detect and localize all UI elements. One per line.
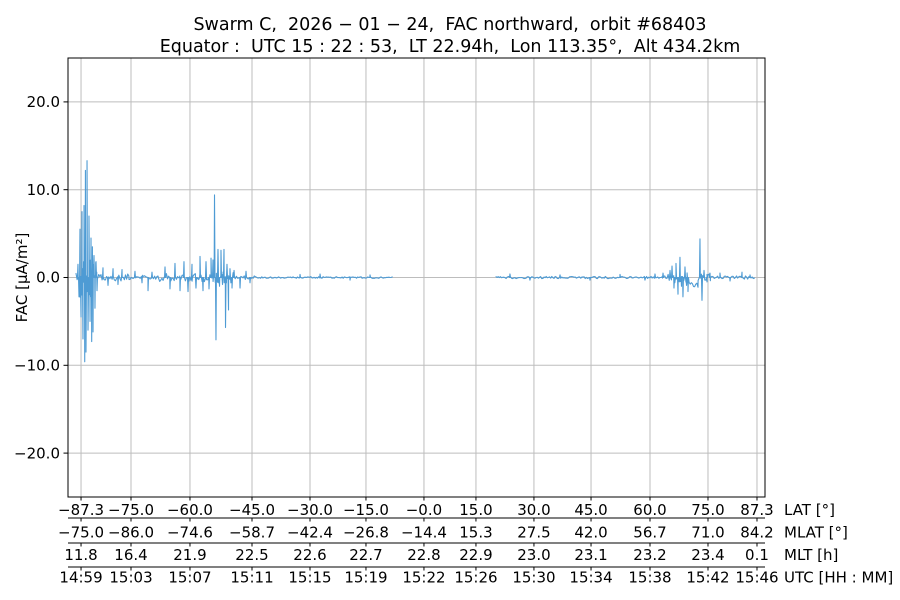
x-tick-label: 22.7: [349, 546, 382, 564]
x-row-label-lat: LAT [°]: [784, 501, 835, 519]
x-tick-label: 56.7: [633, 524, 666, 542]
x-tick-label: −42.4: [287, 524, 333, 542]
x-tick-label: 30.0: [517, 501, 550, 519]
axes-layer: 20.010.00.0−10.0−20.0−87.3 −75.0 −60.0 −45.…: [14, 57, 779, 587]
y-tick-label: −10.0: [14, 357, 60, 375]
x-tick-label: −26.8: [343, 524, 389, 542]
x-tick-label: 15:26: [454, 569, 497, 587]
x-row-label-mlat: MLAT [°]: [784, 524, 848, 542]
x-tick-label: 23.1: [574, 546, 607, 564]
x-tick-label: −15.0: [343, 501, 389, 519]
x-tick-label: 15.0: [459, 501, 492, 519]
x-tick-label: −0.0: [406, 501, 442, 519]
x-row-label-utc: UTC [HH : MM]: [784, 569, 893, 587]
x-tick-label: 15:11: [230, 569, 273, 587]
x-tick-label: −75.0: [108, 501, 154, 519]
x-tick-label: 23.0: [517, 546, 550, 564]
x-tick-label: 45.0: [574, 501, 607, 519]
x-tick-label: −14.4: [401, 524, 447, 542]
y-tick-label: 10.0: [27, 181, 60, 199]
x-tick-label: −74.6: [167, 524, 213, 542]
y-tick-label: −20.0: [14, 444, 60, 462]
x-tick-label: 22.8: [407, 546, 440, 564]
x-tick-label: 87.3: [740, 501, 773, 519]
x-tick-label: 22.6: [293, 546, 326, 564]
x-tick-label: 15:15: [288, 569, 331, 587]
x-tick-label: 0.1: [745, 546, 769, 564]
y-tick-label: 20.0: [27, 93, 60, 111]
gridlines-layer: [68, 58, 765, 497]
x-tick-label: 84.2: [740, 524, 773, 542]
chart-title-line2: Equator : UTC 15 : 22 : 53, LT 22.94h, L…: [160, 37, 741, 57]
x-tick-label: 23.4: [691, 546, 724, 564]
x-tick-label: 15.3: [459, 524, 492, 542]
x-tick-label: 14:59: [59, 569, 102, 587]
x-tick-label: −58.7: [229, 524, 275, 542]
x-tick-label: 75.0: [691, 501, 724, 519]
chart-title-line1: Swarm C, 2026 − 01 − 24, FAC northward, …: [193, 15, 706, 35]
data-layer: [75, 160, 755, 363]
x-tick-label: 22.5: [235, 546, 268, 564]
x-tick-label: 21.9: [173, 546, 206, 564]
x-tick-label: −45.0: [229, 501, 275, 519]
x-tick-label: 15:19: [344, 569, 387, 587]
x-tick-label: −86.0: [108, 524, 154, 542]
data-line-segment: [495, 238, 755, 301]
x-tick-label: 60.0: [633, 501, 666, 519]
x-row-label-mlt: MLT [h]: [784, 546, 838, 564]
x-tick-label: −87.3: [58, 501, 104, 519]
x-tick-label: −75.0: [58, 524, 104, 542]
x-tick-label: 23.2: [633, 546, 666, 564]
x-tick-label: −30.0: [287, 501, 333, 519]
x-tick-label: 42.0: [574, 524, 607, 542]
x-tick-label: 15:03: [109, 569, 152, 587]
x-tick-label: 15:38: [628, 569, 671, 587]
x-tick-label: 22.9: [459, 546, 492, 564]
x-tick-label: 15:07: [168, 569, 211, 587]
data-line-segment: [75, 160, 393, 363]
x-tick-label: −60.0: [167, 501, 213, 519]
x-tick-label: 27.5: [517, 524, 550, 542]
x-tick-label: 15:46: [735, 569, 778, 587]
y-tick-label: 0.0: [36, 269, 60, 287]
x-tick-label: 15:34: [569, 569, 612, 587]
x-tick-label: 15:22: [402, 569, 445, 587]
x-tick-label: 71.0: [691, 524, 724, 542]
x-tick-label: 11.8: [64, 546, 97, 564]
x-tick-label: 15:42: [686, 569, 729, 587]
x-tick-label: 16.4: [114, 546, 147, 564]
x-tick-label: 15:30: [512, 569, 555, 587]
y-axis-label: FAC [μA/m²]: [13, 233, 31, 323]
